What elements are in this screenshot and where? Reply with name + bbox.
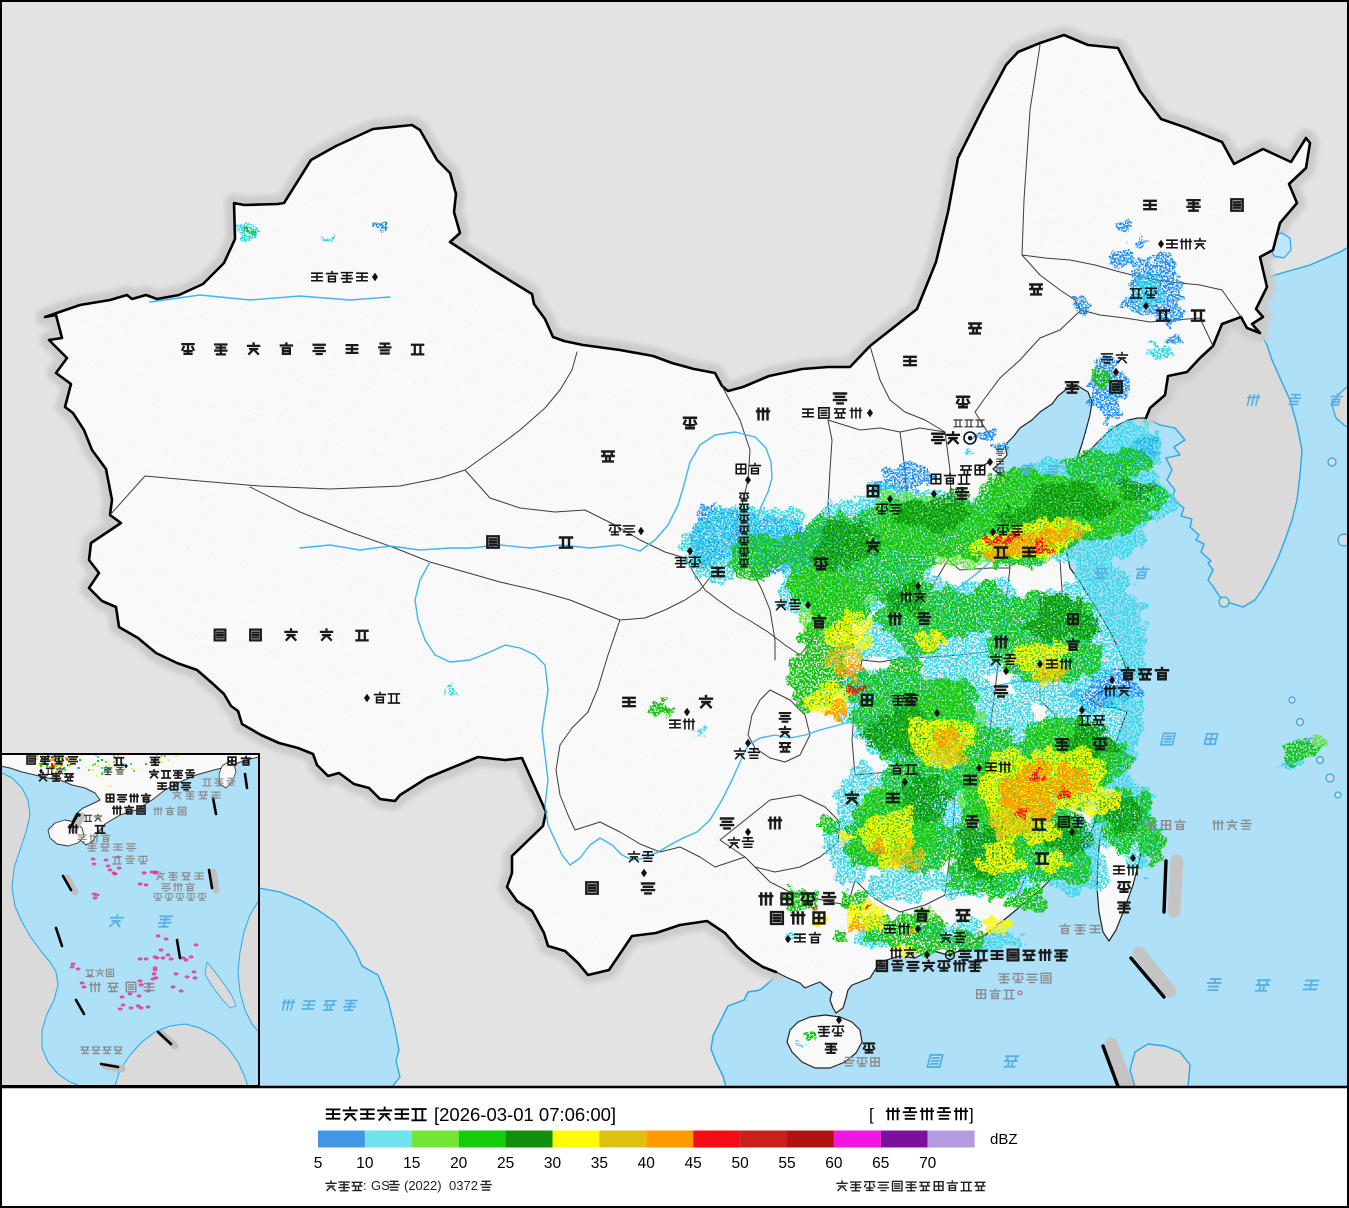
svg-text:15: 15 — [403, 1155, 420, 1172]
svg-text:35: 35 — [591, 1155, 608, 1172]
svg-text:25: 25 — [497, 1155, 514, 1172]
svg-text:60: 60 — [825, 1155, 843, 1172]
svg-text:[2026-03-01 07:06:00]: [2026-03-01 07:06:00] — [434, 1104, 616, 1125]
svg-text:30: 30 — [544, 1155, 562, 1172]
svg-text:5: 5 — [314, 1155, 323, 1172]
svg-text:(2022): (2022) — [404, 1178, 442, 1193]
svg-text::: : — [363, 1178, 367, 1193]
svg-text:65: 65 — [872, 1155, 889, 1172]
svg-text:55: 55 — [778, 1155, 795, 1172]
svg-text:70: 70 — [919, 1155, 937, 1172]
svg-text:]: ] — [969, 1105, 974, 1124]
svg-text:dBZ: dBZ — [990, 1131, 1018, 1148]
svg-text:GS: GS — [371, 1178, 390, 1193]
svg-text:[: [ — [869, 1105, 874, 1124]
svg-text:45: 45 — [685, 1155, 702, 1172]
svg-text:0372: 0372 — [449, 1178, 478, 1193]
svg-text:50: 50 — [731, 1155, 749, 1172]
svg-text:40: 40 — [638, 1155, 656, 1172]
svg-text:10: 10 — [356, 1155, 374, 1172]
svg-text:20: 20 — [450, 1155, 468, 1172]
